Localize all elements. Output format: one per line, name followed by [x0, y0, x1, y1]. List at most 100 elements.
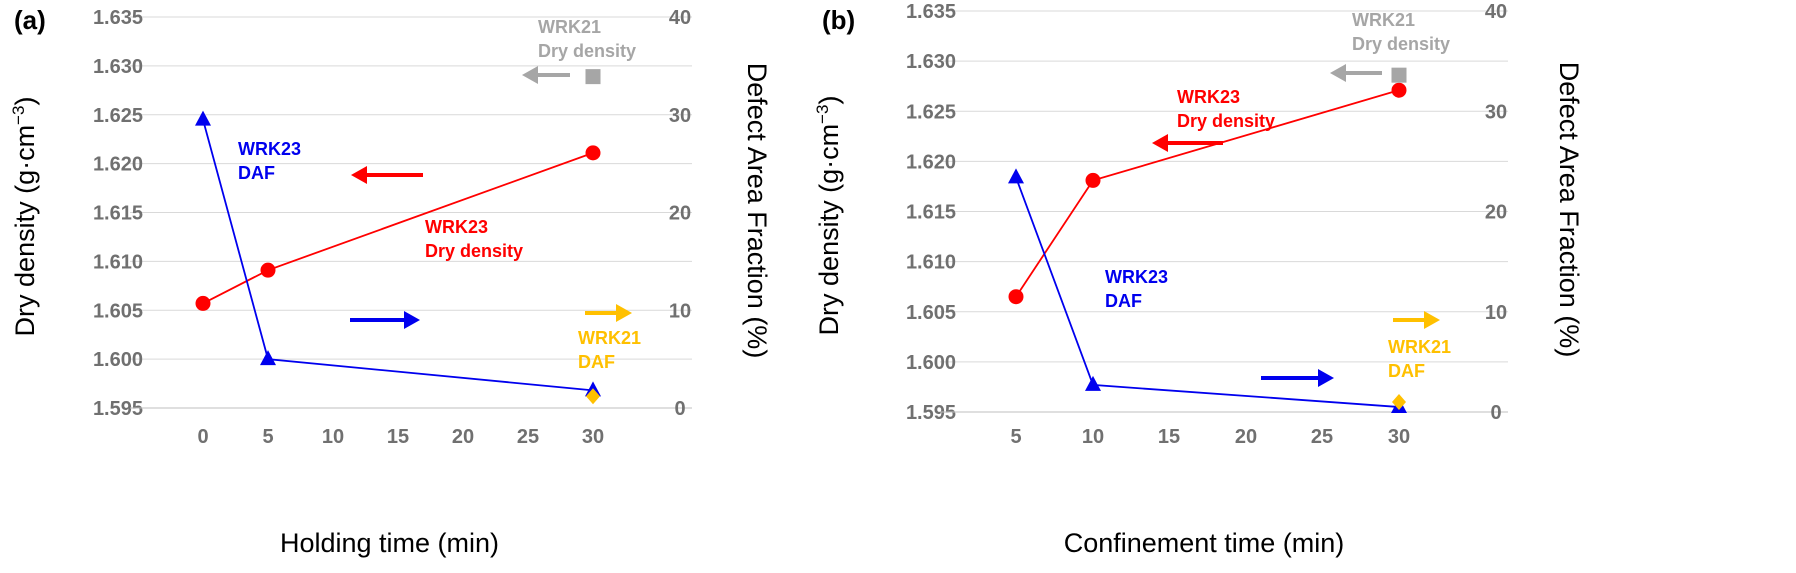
panel-b-series-wrk23-dry-density — [1008, 82, 1407, 305]
panel-a-annotation: WRK23 Dry density — [425, 217, 523, 261]
panel-b-y2-tick: 40 — [1485, 1, 1507, 23]
panel-a-data-point — [585, 145, 601, 161]
panel-a-y-tick: 1.630 — [93, 56, 143, 78]
panel-b-data-point — [1008, 289, 1024, 305]
panel-a-y2-tick: 0 — [674, 398, 685, 420]
panel-b-arrow-head — [1330, 64, 1346, 82]
panel-b-annotation-line: WRK23 — [1105, 267, 1168, 287]
panel-b-arrow-head — [1424, 311, 1440, 329]
panel-a-y2-tick: 20 — [669, 203, 691, 225]
panel-b-y2-tick: 10 — [1485, 302, 1507, 324]
panel-a-annotation-line: DAF — [578, 352, 615, 372]
panel-a-y2-tick: 40 — [669, 7, 691, 29]
panel-a-x-tick: 0 — [197, 426, 208, 448]
panel-a-y2-tick: 30 — [669, 105, 691, 127]
panel-a-annotation-line: Dry density — [538, 41, 636, 61]
panel-a-annotation: WRK23 DAF — [238, 139, 301, 183]
panel-b-y-tick: 1.620 — [906, 151, 956, 173]
panel-b-annotation: WRK21 Dry density — [1352, 10, 1450, 54]
panel-a-label: (a) — [14, 5, 46, 35]
panel-a-y2-tick: 10 — [669, 300, 691, 322]
panel-b-data-point — [1392, 393, 1406, 410]
panel-a-y-tick: 1.635 — [93, 7, 143, 29]
panel-a-annotation-line: WRK21 — [538, 17, 601, 37]
panel-a-data-point — [195, 295, 211, 311]
panel-a-data-point — [195, 110, 211, 126]
panel-a-arrow — [350, 311, 420, 329]
panel-b-y-tick: 1.630 — [906, 51, 956, 73]
panel-b-y2-tick: 30 — [1485, 101, 1507, 123]
panel-a-series-line — [202, 119, 594, 392]
panel-a-y-tick: 1.615 — [93, 203, 143, 225]
panel-b-annotation-line: WRK23 — [1177, 87, 1240, 107]
panel-b-data-point — [1391, 67, 1407, 83]
panel-a-series-wrk23-dry-density — [195, 145, 601, 311]
panel-b-x-tick: 10 — [1082, 426, 1104, 448]
panel-b-data-point — [1085, 172, 1101, 188]
panel-b-data-point — [1391, 82, 1407, 98]
panel-a-y-tick: 1.610 — [93, 251, 143, 273]
panel-b-annotation-line: WRK21 — [1352, 10, 1415, 30]
panel-b-y-tick: 1.605 — [906, 302, 956, 324]
panel-a-x-tick: 15 — [387, 426, 409, 448]
panel-b-x-tick: 15 — [1158, 426, 1180, 448]
panel-b-annotation-line: DAF — [1388, 361, 1425, 381]
panel-b-arrow-head — [1318, 369, 1334, 387]
panel-b-y-tick: 1.600 — [906, 352, 956, 374]
panel-b-y-tick: 1.595 — [906, 402, 956, 424]
panel-b-arrow — [1393, 311, 1440, 329]
panel-a-y-tick: 1.605 — [93, 300, 143, 322]
panel-b-y2-axis-title: Defect Area Fraction (%) — [1554, 62, 1584, 358]
panel-a-y-tick: 1.625 — [93, 105, 143, 127]
panel-a-annotation-line: DAF — [238, 163, 275, 183]
panel-b-chart: (b) 1.595 1.600 1.605 1.610 1.615 1.620 1.625 1.… — [813, 1, 1584, 558]
panel-a-series-wrk21-dry-density — [585, 69, 601, 85]
panel-a-y2-axis-title: Defect Area Fraction (%) — [742, 63, 772, 359]
panel-b-x-tick: 5 — [1010, 426, 1021, 448]
panel-a-arrow-head — [351, 166, 367, 184]
panel-b-arrow — [1261, 369, 1334, 387]
panel-b-y2-tick: 0 — [1490, 402, 1501, 424]
panel-a-annotation-line: WRK23 — [425, 217, 488, 237]
panel-b-label: (b) — [822, 5, 855, 35]
panel-a-data-point — [260, 350, 276, 366]
panel-a-annotation-line: Dry density — [425, 241, 523, 261]
panel-a-annotation: WRK21 Dry density — [538, 17, 636, 61]
panel-a-annotation: WRK21 DAF — [578, 328, 641, 372]
panel-b-y2-tick: 20 — [1485, 202, 1507, 224]
panel-a-data-point — [585, 69, 601, 85]
panel-a-annotation-line: WRK21 — [578, 328, 641, 348]
panel-a-series-wrk21-daf — [586, 388, 600, 405]
panel-a-arrow-head — [404, 311, 420, 329]
panel-a-arrow — [522, 66, 570, 84]
panel-b-series-wrk21-daf — [1392, 393, 1406, 410]
panel-b-annotation-line: Dry density — [1177, 111, 1275, 131]
panel-b-y-tick: 1.610 — [906, 252, 956, 274]
panel-b-y-tick: 1.635 — [906, 1, 956, 23]
panel-a-x-tick: 5 — [262, 426, 273, 448]
panel-a-y-tick: 1.600 — [93, 349, 143, 371]
panel-b-x-tick: 30 — [1388, 426, 1410, 448]
panel-a-y-axis-title: Dry density (g·cm−3) — [9, 97, 40, 337]
panel-b-x-tick: 25 — [1311, 426, 1333, 448]
panel-b-arrow — [1152, 134, 1223, 152]
panel-b-data-point — [1085, 375, 1101, 391]
panel-b-annotation: WRK21 DAF — [1388, 337, 1451, 381]
panel-b-annotation-line: WRK21 — [1388, 337, 1451, 357]
panel-b-series-wrk21-dry-density — [1391, 67, 1407, 83]
panel-a-x-tick: 25 — [517, 426, 539, 448]
panel-b-y-tick: 1.625 — [906, 101, 956, 123]
panel-a-y-tick: 1.595 — [93, 398, 143, 420]
panel-a-arrow — [585, 304, 632, 322]
panel-b-x-axis-title: Confinement time (min) — [1064, 528, 1345, 558]
panel-b-x-tick: 20 — [1235, 426, 1257, 448]
panel-b-y-axis-title: Dry density (g·cm−3) — [813, 96, 844, 336]
panel-a-x-axis-title: Holding time (min) — [280, 528, 499, 558]
panel-b-annotation-line: DAF — [1105, 291, 1142, 311]
panel-b-annotation-line: Dry density — [1352, 34, 1450, 54]
panel-a-x-tick: 10 — [322, 426, 344, 448]
panel-b-annotation: WRK23 DAF — [1105, 267, 1168, 311]
panel-b-y-tick: 1.615 — [906, 202, 956, 224]
panel-a-y-tick: 1.620 — [93, 154, 143, 176]
